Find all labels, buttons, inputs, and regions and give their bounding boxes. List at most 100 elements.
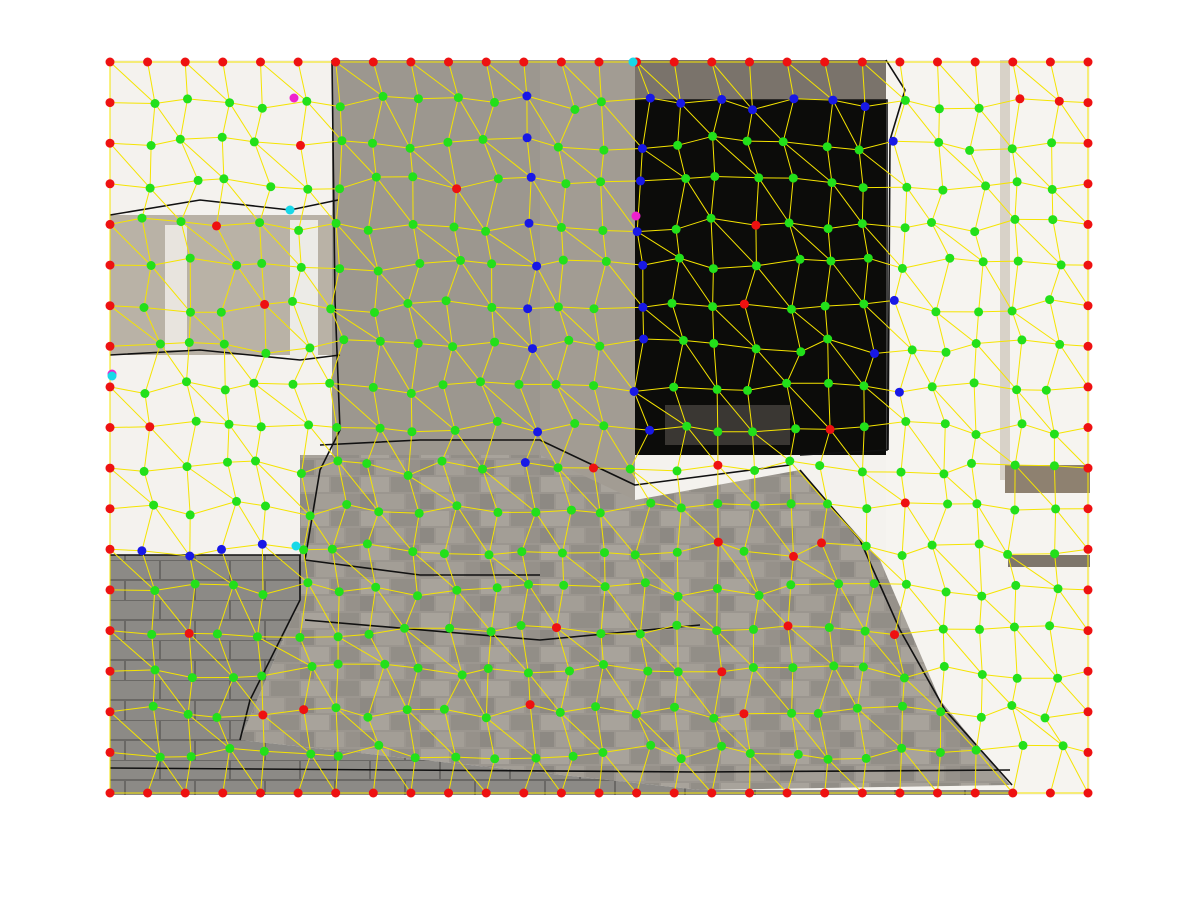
graph-edge [406,667,419,710]
graph-edge [787,625,794,668]
graph-node-interior [516,621,526,630]
graph-node-boundary [889,295,899,305]
graph-edge [448,61,459,98]
graph-node-border [481,57,491,67]
graph-edge [441,430,456,462]
graph-edge [1011,299,1050,312]
graph-node-interior [302,96,312,106]
graph-edge [1014,423,1023,466]
graph-node-interior [1051,504,1061,514]
graph-edge [154,583,196,591]
graph-edge [143,307,161,345]
graph-edge [109,504,154,510]
graph-node-border [890,630,899,640]
graph-edge [109,386,151,428]
graph-edge [374,270,379,313]
graph-node-border [783,621,793,631]
graph-edge [227,460,256,463]
graph-edge [787,625,830,628]
graph-node-interior [443,137,453,147]
graph-edge [372,61,384,97]
graph-edge [443,505,458,554]
graph-edge [337,460,380,513]
graph-edge [418,97,459,100]
graph-edge [1057,588,1089,631]
graph-edge [712,303,745,308]
graph-edge [485,230,537,267]
graph-edge [412,224,421,264]
graph-node-border [1054,96,1064,106]
graph-node-interior [327,544,337,554]
graph-edge [935,311,977,344]
graph-edge [861,187,864,224]
graph-edge [443,674,463,710]
graph-node-interior [137,213,147,223]
graph-edge [454,420,498,431]
graph-edge [265,505,311,517]
graph-node-special [285,205,295,215]
graph-node-interior [672,620,682,630]
graph-edge [229,748,261,794]
graph-edge [633,391,651,431]
graph-node-interior [481,713,491,723]
graph-edge [750,753,799,755]
graph-edge [677,145,687,179]
graph-edge [441,460,483,470]
graph-edge [233,584,264,596]
graph-edge [1057,677,1089,713]
graph-node-interior [303,184,313,194]
graph-node-interior [212,712,222,722]
graph-edge [904,502,933,546]
graph-node-interior [531,753,541,763]
graph-edge [299,636,339,638]
graph-edge [599,338,644,347]
graph-edge [561,552,565,586]
graph-edge [372,387,381,429]
graph-edge [292,347,311,385]
graph-edge [253,353,267,384]
graph-edge [410,757,416,794]
graph-edge [1059,343,1089,347]
graph-edge [233,677,264,716]
graph-edge [372,96,384,144]
graph-node-special [289,93,299,103]
graph-edge [1057,588,1089,591]
graph-node-interior [408,219,418,229]
graph-edge [151,634,156,670]
graph-edge [179,139,199,181]
graph-node-interior [333,456,343,466]
graph-edge [600,180,641,183]
graph-edge [404,595,418,629]
graph-node-interior [1041,385,1051,395]
graph-edge [758,177,790,224]
graph-node-border [105,504,115,514]
graph-node-interior [945,253,955,263]
graph-edge [819,465,828,504]
graph-edge [969,148,1013,151]
graph-node-border [105,423,115,432]
graph-edge [412,551,458,591]
graph-edge [711,746,722,794]
graph-edge [976,503,1009,555]
graph-node-border [1083,138,1093,148]
graph-node-interior [1049,461,1059,471]
graph-edge [532,339,569,350]
graph-edge [1011,98,1021,149]
graph-edge [152,706,161,758]
graph-node-interior [596,97,606,107]
graph-edge [109,217,143,225]
graph-node-interior [934,104,944,114]
graph-edge [535,755,574,759]
graph-edge [943,473,949,505]
graph-edge [743,551,760,596]
graph-edge [1007,553,1055,555]
graph-node-border [105,585,115,595]
graph-edge [188,633,193,678]
graph-edge [377,270,409,304]
graph-edge [975,749,1014,794]
graph-edge [593,425,605,469]
graph-edge [109,467,145,472]
graph-edge [109,711,161,758]
graph-edge [485,717,496,759]
graph-node-boundary [748,105,757,115]
